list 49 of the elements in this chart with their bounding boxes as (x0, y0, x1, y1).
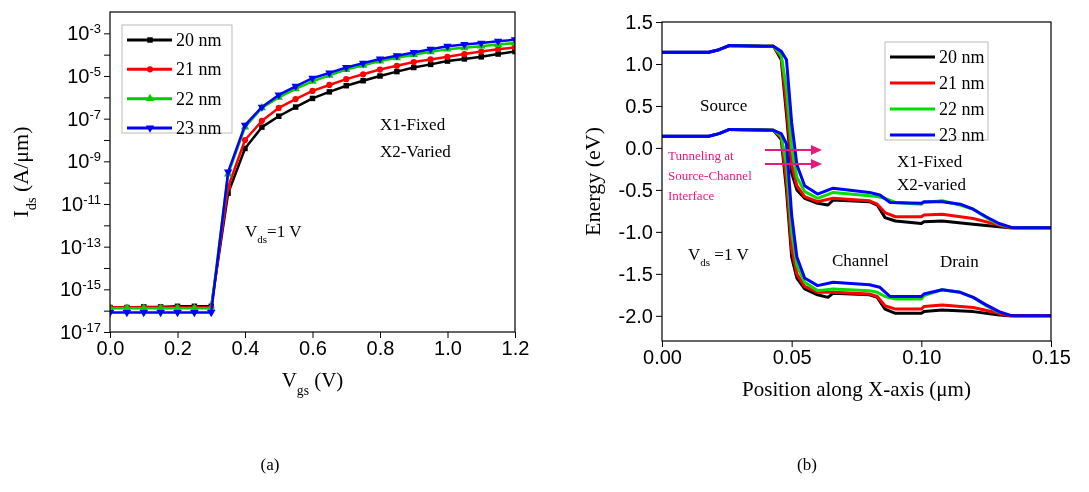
x-tick-label: 0.10 (902, 346, 942, 369)
legend-label: 22 nm (939, 99, 985, 119)
text: (b) (797, 455, 817, 474)
legend-label: 22 nm (176, 88, 222, 109)
y-tick-label: -0.5 (618, 178, 653, 201)
x-tick-label: 1.2 (501, 337, 530, 360)
x-axis-title: V$_{gs}$ (V) (281, 368, 344, 398)
y-tick-label: 10$^{-9}$ (67, 148, 101, 173)
x-tick-label: 1.0 (434, 337, 462, 360)
x-tick-label: 0.15 (1032, 346, 1071, 369)
x-tick-label: 0.00 (643, 346, 682, 369)
legend-label: 20 nm (939, 47, 985, 67)
x-axis-title: Position along X-axis (μm) (742, 377, 971, 401)
text: (a) (260, 455, 280, 474)
legend-label: 20 nm (176, 30, 222, 50)
annotation: Drain (940, 252, 980, 271)
annotation: V$_{ds}$ =1 V (688, 245, 750, 268)
legend-label: 23 nm (176, 118, 222, 138)
y-tick-label: -2.0 (618, 304, 653, 327)
annotation: Channel (832, 251, 889, 270)
annotation: X1-Fixed (380, 115, 446, 134)
x-tick-label: 0.0 (96, 337, 125, 360)
legend-label: 23 nm (939, 125, 985, 145)
annotation: X1-Fixed (897, 152, 963, 171)
y-tick-label: 10$^{-15}$ (59, 276, 101, 301)
y-tick-label: -1.0 (618, 220, 653, 243)
legend-label: 21 nm (939, 73, 985, 93)
y-tick-label: 10$^{-5}$ (67, 63, 101, 87)
y-tick-label: 0.5 (625, 94, 653, 117)
annotation: Source (700, 96, 748, 115)
y-tick-label: 10$^{-13}$ (59, 234, 101, 258)
x-tick-label: 0.4 (231, 337, 260, 360)
y-tick-label: 1.5 (625, 10, 653, 33)
x-tick-label: 0.6 (299, 337, 327, 360)
y-tick-label: 10$^{-7}$ (67, 106, 101, 130)
x-tick-label: 0.2 (164, 337, 192, 360)
y-tick-label: 0.0 (625, 136, 653, 159)
y-axis-title: Energy (eV) (580, 127, 605, 236)
y-tick-label: 10$^{-11}$ (60, 191, 101, 215)
legend-label: 21 nm (176, 59, 222, 80)
y-tick-label: 1.0 (625, 52, 653, 75)
annotation: X2-Varied (380, 142, 452, 161)
x-tick-label: 0.8 (366, 337, 395, 360)
x-tick-label: 0.05 (772, 346, 812, 369)
y-tick-label: -1.5 (618, 262, 653, 285)
annotation: X2-varied (897, 175, 967, 194)
y-tick-label: 10$^{-3}$ (67, 20, 101, 45)
annotation: V$_{ds}$=1 V (245, 222, 303, 245)
annotation: Tunneling at Source-Channel Interface (668, 148, 753, 203)
